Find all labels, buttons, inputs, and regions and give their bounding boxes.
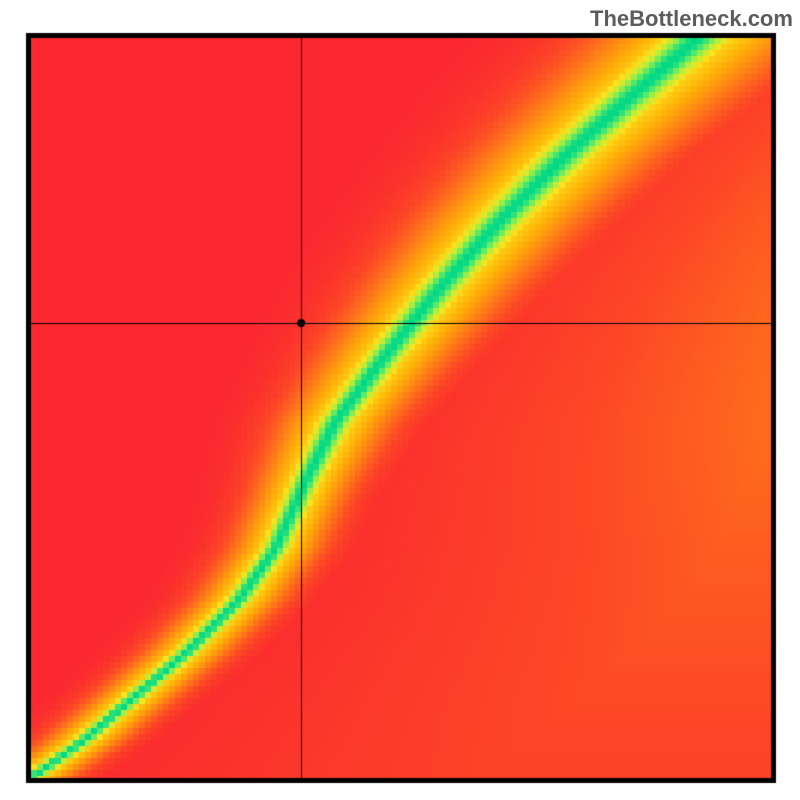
watermark-text: TheBottleneck.com [590,6,793,32]
bottleneck-heatmap [0,0,800,800]
chart-container: { "image": { "width": 800, "height": 800… [0,0,800,800]
